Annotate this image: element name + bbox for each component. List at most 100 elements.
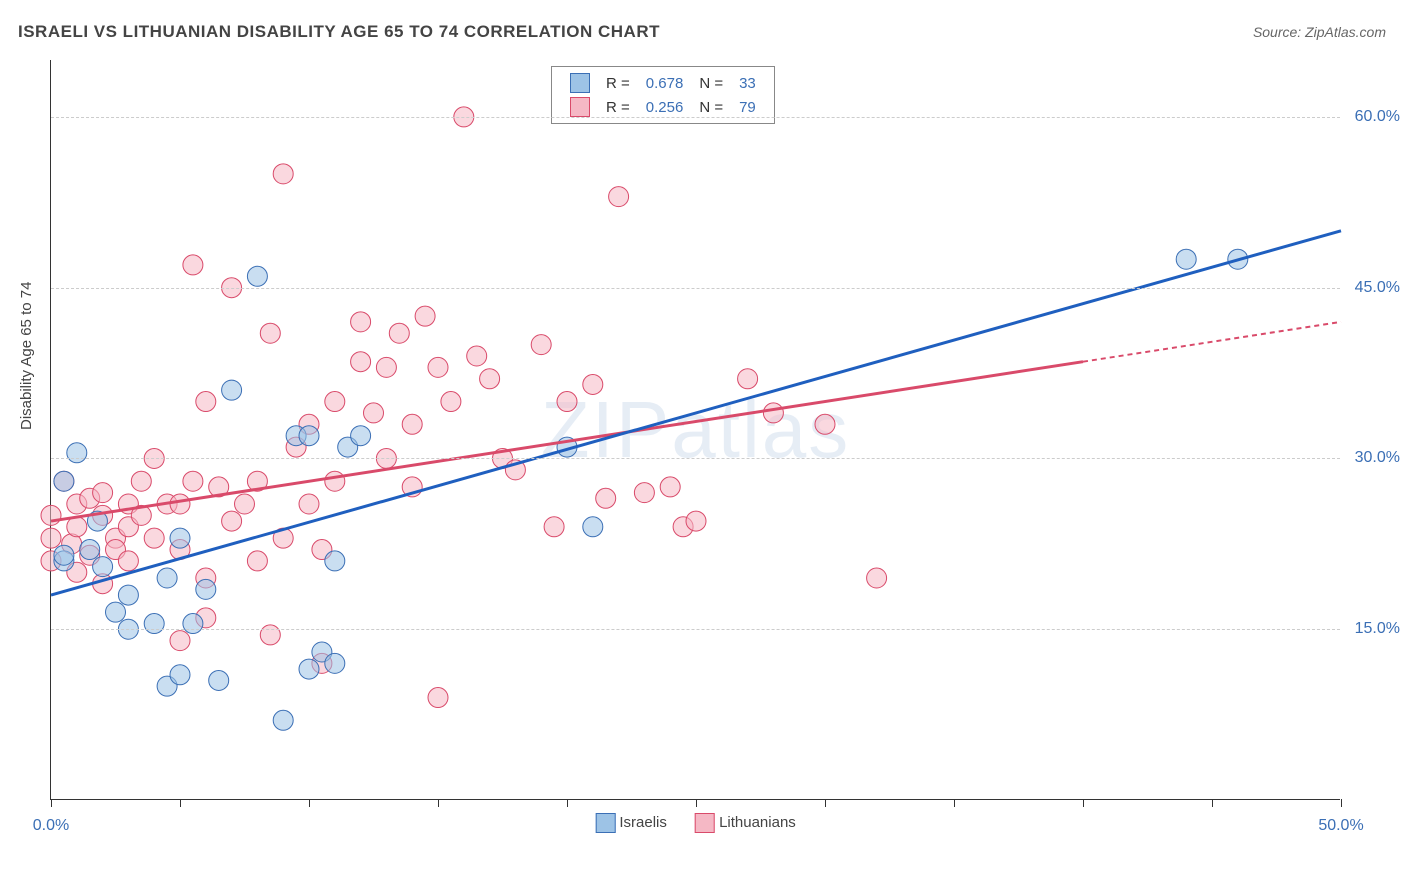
data-point-lithuanians xyxy=(389,323,409,343)
data-point-lithuanians xyxy=(686,511,706,531)
y-tick-label: 30.0% xyxy=(1355,449,1400,467)
data-point-lithuanians xyxy=(480,369,500,389)
gridline xyxy=(51,629,1340,630)
x-tick xyxy=(309,799,310,807)
data-point-israelis xyxy=(93,557,113,577)
x-tick xyxy=(825,799,826,807)
legend-swatch xyxy=(570,97,590,117)
data-point-israelis xyxy=(106,602,126,622)
n-label: N = xyxy=(691,95,731,119)
data-point-israelis xyxy=(170,528,190,548)
data-point-lithuanians xyxy=(596,488,616,508)
data-point-lithuanians xyxy=(170,494,190,514)
data-point-lithuanians xyxy=(467,346,487,366)
data-point-lithuanians xyxy=(428,688,448,708)
data-point-lithuanians xyxy=(815,414,835,434)
trend-line xyxy=(1083,322,1341,362)
x-tick-label: 50.0% xyxy=(1318,817,1363,835)
data-point-israelis xyxy=(1176,249,1196,269)
legend-item: Lithuanians xyxy=(695,813,796,833)
data-point-israelis xyxy=(80,540,100,560)
legend-series-name: Israelis xyxy=(619,814,667,831)
plot-svg xyxy=(51,60,1340,799)
n-value: 79 xyxy=(731,95,764,119)
n-label: N = xyxy=(691,71,731,95)
trend-line xyxy=(51,362,1083,521)
data-point-lithuanians xyxy=(583,374,603,394)
data-point-lithuanians xyxy=(867,568,887,588)
legend-swatch xyxy=(570,73,590,93)
data-point-lithuanians xyxy=(131,471,151,491)
data-point-israelis xyxy=(273,710,293,730)
data-point-lithuanians xyxy=(325,392,345,412)
data-point-israelis xyxy=(196,579,216,599)
r-value: 0.678 xyxy=(638,71,692,95)
data-point-israelis xyxy=(299,426,319,446)
data-point-israelis xyxy=(299,659,319,679)
y-tick-label: 45.0% xyxy=(1355,279,1400,297)
data-point-lithuanians xyxy=(738,369,758,389)
x-tick xyxy=(954,799,955,807)
trend-line xyxy=(51,231,1341,595)
legend-row-lithuanians: R =0.256N =79 xyxy=(562,95,764,119)
legend-swatch xyxy=(695,813,715,833)
data-point-lithuanians xyxy=(609,187,629,207)
x-tick xyxy=(1212,799,1213,807)
chart-container: ISRAELI VS LITHUANIAN DISABILITY AGE 65 … xyxy=(0,0,1406,892)
data-point-lithuanians xyxy=(93,483,113,503)
source-name: ZipAtlas.com xyxy=(1305,24,1386,40)
y-tick-label: 60.0% xyxy=(1355,108,1400,126)
data-point-israelis xyxy=(157,568,177,588)
data-point-israelis xyxy=(144,614,164,634)
x-tick xyxy=(180,799,181,807)
data-point-israelis xyxy=(183,614,203,634)
data-point-lithuanians xyxy=(118,551,138,571)
data-point-israelis xyxy=(118,585,138,605)
data-point-lithuanians xyxy=(441,392,461,412)
data-point-lithuanians xyxy=(260,323,280,343)
data-point-lithuanians xyxy=(763,403,783,423)
source-prefix: Source: xyxy=(1253,24,1305,40)
data-point-lithuanians xyxy=(247,551,267,571)
data-point-israelis xyxy=(54,545,74,565)
data-point-lithuanians xyxy=(41,505,61,525)
data-point-lithuanians xyxy=(660,477,680,497)
data-point-lithuanians xyxy=(415,306,435,326)
data-point-lithuanians xyxy=(531,335,551,355)
legend-series-name: Lithuanians xyxy=(719,814,796,831)
x-tick xyxy=(438,799,439,807)
data-point-lithuanians xyxy=(402,414,422,434)
data-point-lithuanians xyxy=(67,517,87,537)
series-legend: Israelis Lithuanians xyxy=(581,813,810,833)
gridline xyxy=(51,117,1340,118)
legend-row-israelis: R =0.678N =33 xyxy=(562,71,764,95)
y-tick-label: 15.0% xyxy=(1355,620,1400,638)
data-point-israelis xyxy=(583,517,603,537)
r-label: R = xyxy=(598,95,638,119)
chart-title: ISRAELI VS LITHUANIAN DISABILITY AGE 65 … xyxy=(18,22,660,42)
x-tick xyxy=(696,799,697,807)
data-point-lithuanians xyxy=(376,357,396,377)
data-point-israelis xyxy=(170,665,190,685)
data-point-lithuanians xyxy=(222,511,242,531)
data-point-lithuanians xyxy=(557,392,577,412)
data-point-lithuanians xyxy=(196,392,216,412)
data-point-lithuanians xyxy=(299,494,319,514)
data-point-lithuanians xyxy=(351,352,371,372)
data-point-lithuanians xyxy=(170,631,190,651)
data-point-israelis xyxy=(247,266,267,286)
data-point-lithuanians xyxy=(144,528,164,548)
correlation-legend: R =0.678N =33R =0.256N =79 xyxy=(551,66,775,124)
r-value: 0.256 xyxy=(638,95,692,119)
chart-plot-area: ZIPatlas R =0.678N =33R =0.256N =79 Isra… xyxy=(50,60,1340,800)
data-point-israelis xyxy=(351,426,371,446)
data-point-israelis xyxy=(325,551,345,571)
data-point-lithuanians xyxy=(41,528,61,548)
legend-item: Israelis xyxy=(595,813,667,833)
data-point-lithuanians xyxy=(634,483,654,503)
data-point-israelis xyxy=(67,443,87,463)
gridline xyxy=(51,288,1340,289)
data-point-lithuanians xyxy=(544,517,564,537)
legend-swatch xyxy=(595,813,615,833)
data-point-israelis xyxy=(325,653,345,673)
